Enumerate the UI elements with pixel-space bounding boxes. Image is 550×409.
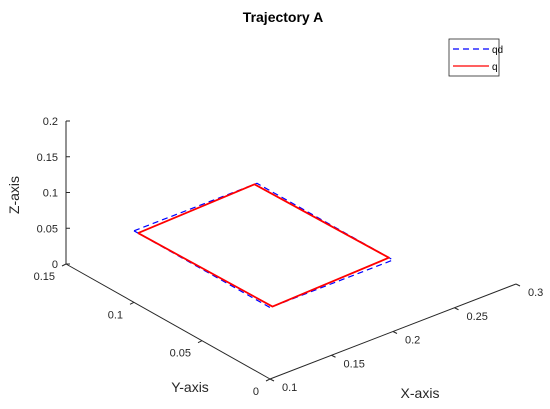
x-tick-label: 0.2 [405, 335, 420, 347]
x-tick-mark [392, 331, 398, 334]
z-tick-label: 0.2 [43, 116, 58, 128]
legend-box [448, 38, 500, 77]
z-axis-label: Z-axis [6, 176, 22, 214]
series-q-line [137, 183, 390, 308]
x-tick-mark [515, 283, 521, 287]
x-tick-mark [269, 378, 275, 382]
z-tick-label: 0 [52, 259, 58, 271]
y-tick-label: 0.1 [108, 309, 123, 321]
z-tick-label: 0.1 [43, 188, 58, 200]
legend-qd-label: qd [492, 45, 503, 56]
x-tick-label: 0.15 [344, 358, 365, 370]
tick-group: 0.10.150.20.250.300.050.10.1500.050.10.1… [34, 116, 544, 398]
y-tick-mark [265, 378, 271, 382]
x-axis-label: X-axis [401, 385, 440, 401]
x-tick-label: 0.1 [282, 382, 297, 394]
legend-q-label: q [492, 62, 498, 73]
x-tick-label: 0.25 [467, 311, 488, 323]
x-tick-mark [454, 307, 459, 311]
series-qd-line [133, 182, 394, 309]
y-axis-label: Y-axis [171, 379, 209, 395]
x-tick-mark [331, 354, 336, 358]
y-tick-mark [197, 340, 203, 344]
y-tick-label: 0 [253, 386, 259, 398]
y-tick-label: 0.15 [34, 271, 55, 283]
y-tick-label: 0.05 [170, 348, 191, 360]
chart-title: Trajectory A [243, 9, 323, 25]
y-axis-line [65, 263, 271, 380]
y-tick-mark [61, 263, 67, 267]
x-tick-label: 0.3 [528, 287, 543, 299]
z-tick-label: 0.05 [37, 223, 58, 235]
legend: qd q [448, 38, 503, 77]
axes-box [65, 121, 517, 380]
y-tick-mark [129, 301, 135, 305]
data-lines [133, 182, 394, 309]
z-tick-label: 0.15 [37, 152, 58, 164]
